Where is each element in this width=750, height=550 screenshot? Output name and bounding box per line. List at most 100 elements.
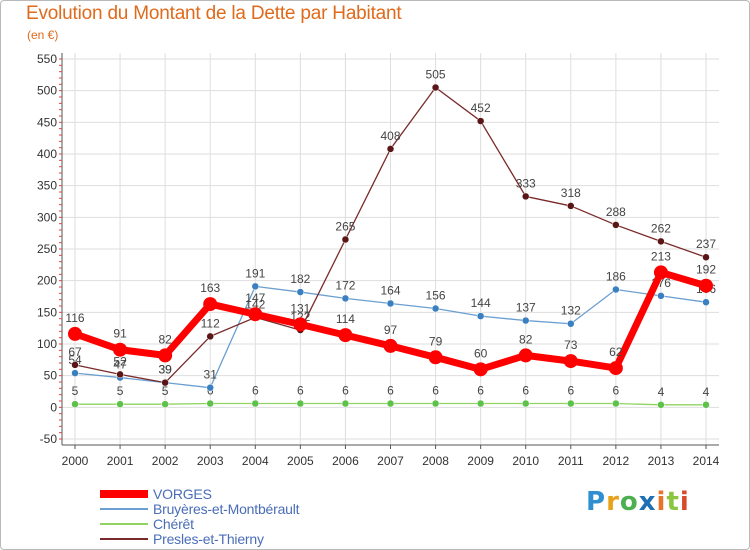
data-label: 265 xyxy=(335,220,355,234)
data-label: 6 xyxy=(252,384,259,398)
data-point xyxy=(386,399,395,408)
data-label: 6 xyxy=(297,384,304,398)
y-tick-label: 100 xyxy=(37,337,57,351)
data-point xyxy=(116,370,124,379)
x-tick-label: 2012 xyxy=(603,454,630,468)
data-label: 192 xyxy=(696,263,716,277)
data-label: 144 xyxy=(471,296,491,310)
data-label: 114 xyxy=(336,312,355,326)
data-point xyxy=(612,221,620,229)
data-point xyxy=(161,400,169,408)
y-tick-label: 550 xyxy=(37,52,57,66)
data-label: 288 xyxy=(606,205,626,219)
data-point xyxy=(71,369,79,377)
legend-swatch xyxy=(100,538,148,541)
legend-swatch xyxy=(100,490,148,499)
data-label: 213 xyxy=(651,249,671,263)
data-label: 62 xyxy=(609,345,623,359)
x-tick-label: 2004 xyxy=(242,454,269,468)
data-point xyxy=(383,338,398,353)
data-label: 39 xyxy=(158,363,172,377)
data-label: 147 xyxy=(245,291,265,305)
x-tick-label: 2000 xyxy=(62,454,89,468)
data-point xyxy=(113,342,128,357)
data-point xyxy=(612,285,620,294)
data-point xyxy=(431,304,440,313)
chart-subtitle: (en €) xyxy=(27,28,59,42)
data-point xyxy=(521,316,530,325)
data-label: 142 xyxy=(245,297,265,311)
data-point xyxy=(203,297,218,312)
data-label: 52 xyxy=(113,354,127,368)
data-point xyxy=(521,192,530,201)
data-label: 4 xyxy=(703,385,710,399)
data-point xyxy=(428,350,443,365)
data-label: 6 xyxy=(432,384,439,398)
data-point xyxy=(563,354,578,369)
data-point xyxy=(657,401,665,409)
data-point xyxy=(518,348,533,363)
legend-swatch xyxy=(100,523,148,526)
x-tick-label: 2011 xyxy=(558,454,584,468)
data-point xyxy=(251,282,260,291)
legend-swatch xyxy=(100,508,148,511)
data-point xyxy=(206,399,214,408)
data-label: 163 xyxy=(200,281,220,295)
data-label: 452 xyxy=(471,101,491,115)
data-label: 60 xyxy=(474,346,488,360)
data-point xyxy=(657,237,665,246)
data-label: 73 xyxy=(564,338,578,352)
data-point xyxy=(206,332,214,341)
y-tick-label: 150 xyxy=(37,305,57,319)
x-tick-label: 2014 xyxy=(693,454,720,468)
data-point xyxy=(158,348,173,363)
data-point xyxy=(608,361,623,376)
data-point xyxy=(71,400,79,408)
data-label: 237 xyxy=(696,237,716,251)
data-point xyxy=(341,399,350,408)
x-tick-label: 2005 xyxy=(287,454,314,468)
data-point xyxy=(386,299,395,308)
data-point xyxy=(702,401,710,409)
data-point xyxy=(296,288,305,296)
data-label: 156 xyxy=(426,289,446,303)
data-point xyxy=(161,378,169,387)
data-point xyxy=(653,265,668,280)
data-point xyxy=(341,294,350,303)
data-label: 131 xyxy=(290,301,310,315)
data-point xyxy=(293,317,308,332)
data-point xyxy=(473,362,488,377)
data-label: 6 xyxy=(387,384,394,398)
x-tick-label: 2001 xyxy=(107,454,134,468)
data-label: 116 xyxy=(65,311,84,325)
data-point xyxy=(476,312,485,320)
data-label: 6 xyxy=(477,384,484,398)
data-label: 5 xyxy=(117,384,124,398)
y-tick-label: 50 xyxy=(44,369,58,383)
data-point xyxy=(567,399,575,408)
legend-item: Presles-et-Thierny xyxy=(100,531,299,546)
data-point xyxy=(476,399,485,408)
data-label: 132 xyxy=(561,304,581,318)
data-point xyxy=(251,399,260,408)
data-label: 6 xyxy=(567,384,574,398)
y-tick-label: 350 xyxy=(37,179,57,193)
x-tick-label: 2013 xyxy=(648,454,675,468)
chart-legend: VORGES Bruyères-et-Montbérault Chérêt Presl… xyxy=(100,486,300,546)
proxiti-logo: Proxiti xyxy=(586,487,690,517)
data-label: 505 xyxy=(426,68,446,82)
data-point xyxy=(296,399,305,408)
legend-item: Bruyères-et-Montbérault xyxy=(100,501,300,516)
data-label: 82 xyxy=(158,332,172,346)
data-label: 79 xyxy=(429,334,443,348)
data-label: 333 xyxy=(516,176,536,190)
data-label: 82 xyxy=(519,332,533,346)
x-tick-label: 2003 xyxy=(197,454,224,468)
data-point xyxy=(206,383,214,392)
data-point xyxy=(699,278,713,293)
data-label: 39 xyxy=(158,363,172,377)
x-tick-label: 2007 xyxy=(377,454,404,468)
legend-label: Chérêt xyxy=(153,515,194,532)
data-point xyxy=(521,399,530,408)
x-tick-label: 2009 xyxy=(467,454,494,468)
